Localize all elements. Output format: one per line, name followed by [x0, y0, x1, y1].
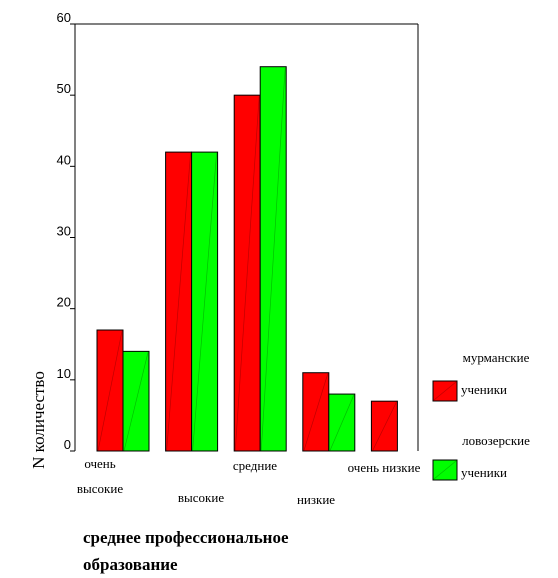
y-tick-label: 50 [57, 81, 71, 96]
bar [96, 329, 124, 452]
bar-hatch [303, 373, 329, 452]
bar-rect [191, 151, 219, 452]
y-tick-label: 20 [57, 295, 71, 310]
bar-hatch [166, 153, 191, 452]
bar-rect [233, 94, 261, 452]
y-axis-label: N количество [29, 371, 48, 469]
x-category-label: низкие [297, 492, 335, 507]
bar-hatch [234, 96, 260, 452]
bar-hatch [123, 352, 149, 452]
bar-hatch [97, 330, 123, 452]
x-category-label: высокие [178, 490, 224, 505]
x-category-label: высокие [77, 481, 123, 496]
legend-label: ученики [461, 465, 507, 480]
legend-swatch-hatch [433, 381, 457, 401]
x-axis-label-line: образование [83, 555, 178, 574]
x-axis-label: среднее профессиональное образование [83, 528, 289, 574]
y-ticks-layer: 0 10 20 30 40 50 60 [57, 10, 75, 452]
bar-hatch [192, 153, 217, 452]
bar [165, 151, 193, 452]
legend-item: мурманские ученики [432, 350, 530, 402]
legend-label: ученики [461, 382, 507, 397]
bar-hatch [372, 402, 397, 452]
x-category-label: очень [84, 456, 115, 471]
bar [233, 94, 261, 452]
y-tick-label: 0 [64, 437, 71, 452]
x-category-label: очень низкие [348, 460, 421, 475]
bar-rect [328, 393, 356, 452]
bar-rect [96, 329, 124, 452]
legend-item: ловозерские ученики [432, 433, 530, 481]
bar [370, 400, 398, 452]
bars-layer [96, 66, 398, 452]
bar-hatch [260, 67, 286, 452]
bar-hatch [329, 394, 355, 452]
y-tick-label: 10 [57, 366, 71, 381]
legend-label: мурманские [463, 350, 530, 365]
legend-swatch-hatch [433, 460, 457, 480]
y-tick-label: 60 [57, 10, 71, 25]
legend-label: ловозерские [462, 433, 530, 448]
y-tick-label: 30 [57, 224, 71, 239]
y-tick-label: 40 [57, 152, 71, 167]
bar [122, 350, 150, 452]
bar [328, 393, 356, 452]
bar-rect [370, 400, 398, 452]
bar [302, 372, 330, 452]
bar-rect [122, 350, 150, 452]
legend: мурманские ученики ловозерские ученики [432, 350, 530, 481]
bar [191, 151, 219, 452]
legend-swatch [432, 380, 458, 402]
legend-swatch [432, 459, 458, 481]
bar-rect [259, 66, 287, 452]
x-category-label: средние [233, 458, 277, 473]
bar-rect [165, 151, 193, 452]
bar [259, 66, 287, 452]
x-category-layer: очень высокие высокие средние низкие очень ни… [77, 456, 421, 507]
x-axis-label-line: среднее профессиональное [83, 528, 289, 547]
bar-rect [302, 372, 330, 452]
